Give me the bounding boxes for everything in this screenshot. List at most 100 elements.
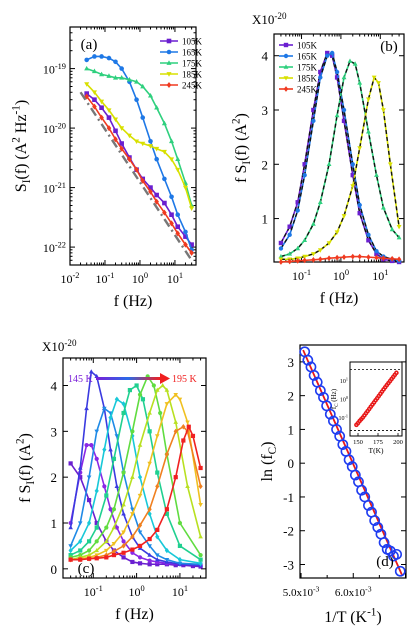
data-point [164, 402, 170, 407]
y-tick-label: 10-19 [43, 62, 66, 77]
series-line [280, 255, 400, 263]
legend-marker [166, 82, 172, 88]
y-tick-label: 1 [288, 422, 295, 437]
data-point [99, 71, 105, 77]
legend-marker [283, 53, 289, 59]
data-point [376, 81, 381, 86]
data-point [318, 75, 323, 80]
y-tick-label: 10-21 [43, 181, 66, 196]
data-point [341, 107, 347, 113]
data-point [366, 254, 371, 260]
data-point [94, 429, 100, 434]
y-axis-label: f SI(f) (A2) [15, 433, 37, 503]
y-tick-label: 10-20 [43, 121, 66, 136]
data-point [295, 258, 300, 264]
y-axis-label: ln (fC) [259, 442, 279, 482]
data-point [164, 557, 170, 563]
data-point [160, 382, 165, 388]
y-tick-label: -3 [283, 557, 294, 572]
data-point [396, 234, 402, 240]
data-point [92, 54, 97, 59]
y-tick-label: 3 [51, 424, 58, 439]
data-point [148, 185, 153, 190]
inset-data-point [394, 370, 399, 376]
series-line [79, 91, 193, 261]
data-point [181, 424, 186, 430]
data-point [310, 252, 316, 257]
data-point [366, 129, 371, 134]
data-point [278, 240, 284, 246]
data-point [121, 502, 126, 507]
data-point [94, 456, 99, 461]
x-tick-label: 100 [129, 584, 145, 599]
data-point [391, 548, 403, 560]
data-point [175, 167, 181, 173]
data-point [78, 538, 83, 545]
data-point [177, 561, 183, 566]
data-point [102, 484, 107, 489]
data-point [84, 93, 89, 100]
data-point [374, 254, 379, 261]
data-point [162, 200, 167, 206]
data-point [343, 454, 355, 466]
inset-x-tick-label: 200 [393, 439, 403, 446]
data-point [325, 50, 330, 56]
data-point [352, 61, 358, 66]
data-point [175, 230, 181, 237]
data-point [68, 461, 73, 466]
data-point [374, 172, 379, 177]
data-point [147, 536, 152, 542]
data-point [147, 544, 152, 549]
data-point [326, 161, 332, 167]
data-point [148, 138, 153, 144]
data-point [169, 220, 174, 227]
y-axis-label: SI(f) (A2 Hz-1) [11, 100, 33, 192]
panel-label: (d) [376, 554, 394, 570]
data-point [99, 105, 104, 111]
data-point [111, 541, 117, 547]
data-point [78, 475, 83, 480]
data-point [130, 534, 135, 540]
data-point [278, 246, 284, 251]
data-point [111, 525, 117, 530]
data-point [363, 499, 374, 511]
data-point [147, 552, 152, 557]
data-point [68, 557, 73, 562]
inset-y-tick-label: 10-1 [339, 414, 349, 422]
data-point [162, 176, 167, 182]
data-point [190, 563, 196, 569]
data-point [126, 133, 132, 139]
data-point [173, 428, 178, 435]
data-point [121, 470, 126, 475]
data-point [140, 141, 146, 147]
data-point [99, 114, 104, 121]
legend-label: 105K [182, 37, 203, 47]
legend-marker [283, 64, 289, 69]
data-point [366, 232, 371, 238]
data-point [127, 387, 132, 393]
data-point [372, 521, 384, 533]
data-point [130, 429, 135, 434]
panel-d: -3 -2 -1 0 1 2 3 5.0x10-3 6.0x10-3 (d) 1/T (K-1) ln… [259, 344, 407, 626]
data-point [102, 406, 107, 411]
y-tick-label: 2 [288, 389, 295, 404]
series-line [86, 67, 193, 206]
data-point [310, 221, 316, 226]
data-point [164, 511, 169, 516]
data-point [287, 258, 292, 265]
data-point [396, 256, 402, 263]
data-point [140, 83, 146, 89]
inset-y-tick-label: 100 [340, 395, 348, 403]
legend-label: 175K [297, 63, 318, 73]
data-point [394, 565, 406, 577]
data-point [154, 104, 160, 110]
data-point [86, 548, 92, 553]
data-point [106, 73, 112, 78]
data-point [155, 470, 160, 475]
data-point [154, 387, 160, 392]
x-tick-label: 101 [372, 268, 388, 283]
data-point [334, 254, 340, 261]
data-point [137, 543, 143, 549]
data-point [108, 414, 113, 421]
